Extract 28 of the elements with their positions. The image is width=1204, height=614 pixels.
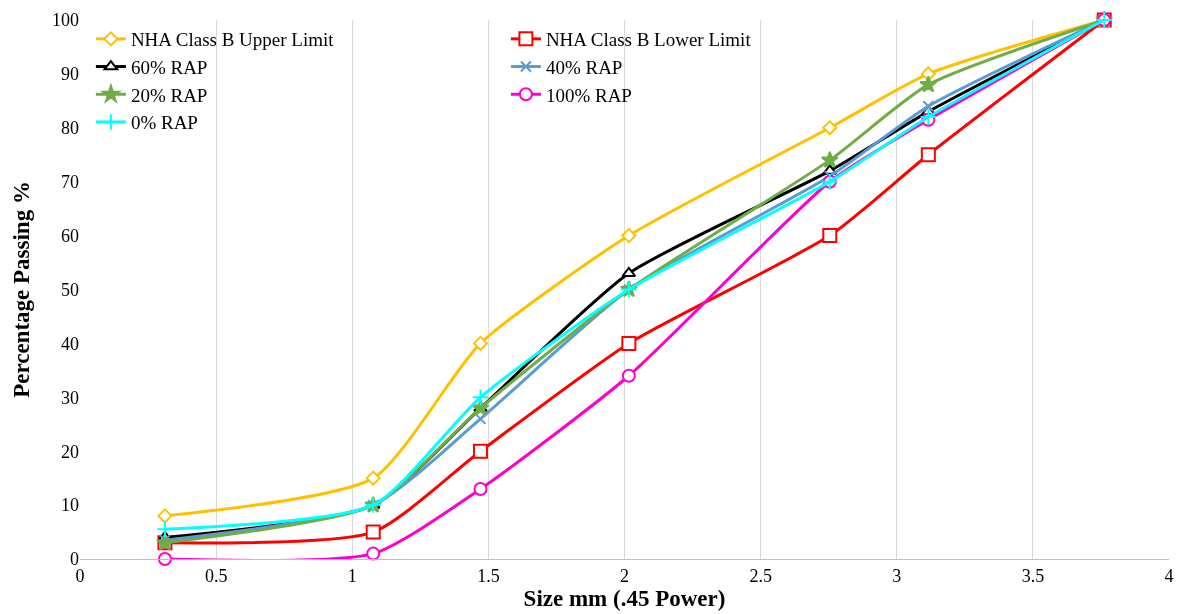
y-tick-label: 60 [61,225,79,246]
y-tick-label: 70 [61,172,79,192]
x-tick-label: 3.5 [1021,565,1045,586]
x-tick-label: 3 [892,565,902,586]
y-tick-label: 50 [61,279,79,300]
y-tick-label: 30 [61,387,79,408]
y-tick-label: 20 [61,441,79,462]
x-tick-label: 1.5 [477,565,500,586]
y-tick-label: 10 [61,495,79,516]
legend-label: 60% RAP [130,56,208,78]
legend-label: 20% RAP [130,84,208,106]
y-tick-label: 40 [61,333,79,354]
legend-label: 100% RAP [545,84,632,106]
legend-label: NHA Class B Upper Limit [130,29,335,51]
x-tick-label: 4 [1164,565,1174,586]
x-axis-title: Size mm (.45 Power) [523,585,726,611]
y-tick-label: 100 [52,10,79,31]
x-tick-label: 2.5 [749,565,772,586]
y-tick-label: 90 [61,64,79,85]
y-tick-label: 80 [61,118,79,139]
x-tick-label: 2 [620,565,629,586]
legend-label: 0% RAP [130,112,198,134]
y-axis-title: Percentage Passing % [9,181,35,398]
legend-label: 40% RAP [545,56,623,78]
x-tick-label: 0.5 [204,565,228,586]
y-tick-label: 0 [70,549,79,570]
legend-label: NHA Class B Lower Limit [545,29,752,51]
x-tick-label: 1 [347,565,357,586]
